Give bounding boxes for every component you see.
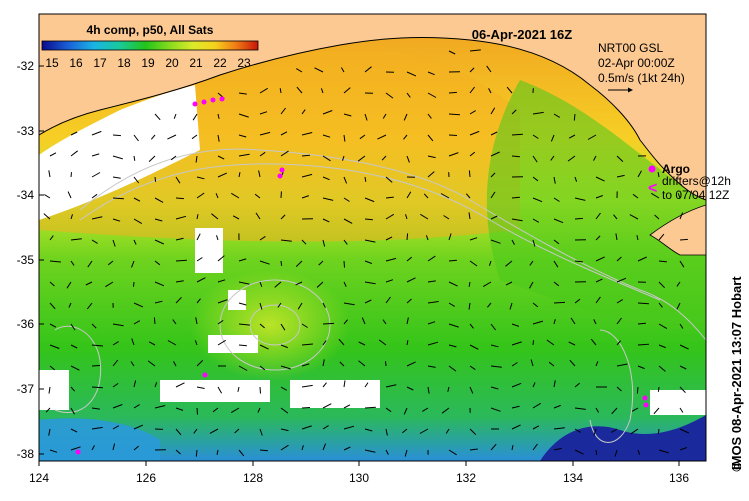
drifter-point — [211, 98, 216, 103]
colorbar — [42, 41, 258, 50]
longitude-axis: 124 126 128 130 132 134 136 — [29, 461, 689, 485]
composite-label: 4h comp, p50, All Sats — [87, 23, 214, 37]
drifter-point — [220, 97, 225, 102]
current-vector-arrow — [260, 387, 261, 394]
current-vector-arrow — [176, 198, 184, 199]
current-vector-arrow — [554, 302, 565, 303]
current-vector-arrow — [575, 218, 583, 219]
current-vector-arrow — [449, 260, 457, 261]
current-vector-arrow — [386, 361, 387, 366]
current-vector-arrow — [680, 239, 688, 240]
colorbar-tick: 15 — [45, 56, 59, 70]
current-vector-arrow — [323, 323, 334, 324]
colorbar-tick: 22 — [213, 56, 227, 70]
lat-tick-label: -33 — [17, 124, 35, 138]
lon-tick-label: 126 — [136, 471, 156, 485]
current-vector-arrow — [574, 114, 575, 121]
drifter-marker-icon: < — [648, 180, 657, 197]
drifter-point — [643, 396, 648, 401]
current-vector-arrow — [239, 345, 247, 346]
current-vector-arrow — [281, 261, 282, 266]
current-vector-arrow — [637, 387, 638, 394]
current-vector-arrow — [113, 135, 121, 136]
current-vector-arrow — [596, 450, 597, 455]
lon-tick-label: 136 — [669, 471, 689, 485]
lat-tick-label: -37 — [17, 382, 35, 396]
lat-tick-label: -32 — [17, 59, 35, 73]
current-vector-arrow — [658, 387, 659, 392]
current-vector-arrow — [365, 407, 376, 408]
drifters-time: to 07/04 12Z — [662, 188, 729, 202]
lon-tick-label: 130 — [349, 471, 369, 485]
date-label: 06-Apr-2021 16Z — [472, 27, 572, 42]
lon-tick-label: 128 — [243, 471, 263, 485]
drifter-point — [278, 174, 283, 179]
current-vector-arrow — [92, 366, 100, 367]
lat-tick-label: -36 — [17, 317, 35, 331]
current-vector-arrow — [658, 429, 659, 434]
drifters-label: drifters@12h — [662, 174, 731, 188]
current-vector-arrow — [407, 233, 408, 240]
drifter-point — [193, 102, 198, 107]
current-vector-arrow — [197, 408, 198, 415]
argo-marker-icon — [649, 166, 656, 173]
colorbar-tick: 21 — [189, 56, 203, 70]
drifter-point — [202, 100, 207, 105]
lon-tick-label: 132 — [456, 471, 476, 485]
current-vector-arrow — [196, 450, 197, 457]
current-vector-arrow — [176, 260, 187, 261]
lat-tick-label: -35 — [17, 253, 35, 267]
current-vector-arrow — [449, 92, 457, 93]
current-vector-arrow — [512, 156, 520, 157]
colorbar-tick: 18 — [117, 56, 131, 70]
lat-tick-label: -38 — [17, 447, 35, 461]
colorbar-tick: 17 — [93, 56, 107, 70]
colorbar-tick: 20 — [165, 56, 179, 70]
current-vector-arrow — [302, 408, 310, 409]
current-vector-arrow — [260, 450, 268, 451]
warm-eddy — [190, 270, 350, 380]
colorbar-tick: 16 — [69, 56, 83, 70]
lon-tick-label: 134 — [563, 471, 583, 485]
colorbar-tick: 23 — [237, 56, 251, 70]
current-vector-arrow — [113, 198, 124, 199]
current-vector-arrow — [154, 317, 155, 324]
currents-source: NRT00 GSL — [598, 41, 663, 55]
lat-tick-label: -34 — [17, 188, 35, 202]
current-vector-arrow — [638, 344, 649, 345]
current-vector-arrow — [155, 177, 156, 182]
current-vector-arrow — [134, 282, 135, 287]
copyright-symbol: © — [729, 462, 744, 472]
current-vector-arrow — [533, 340, 534, 345]
drifter-point — [203, 373, 208, 378]
colorbar-ticks: 15 16 17 18 19 20 21 22 23 — [45, 56, 251, 70]
current-vector-arrow — [469, 170, 470, 177]
current-vector-arrow — [638, 303, 649, 304]
lon-tick-label: 124 — [29, 471, 49, 485]
current-vector-arrow — [344, 261, 345, 268]
current-vector-arrow — [92, 387, 103, 388]
currents-scale: 0.5m/s (1kt 24h) — [598, 71, 685, 85]
credit-text: IMOS 08-Apr-2021 13:07 Hobart — [729, 276, 744, 470]
current-vector-arrow — [638, 323, 646, 324]
colorbar-tick: 19 — [141, 56, 155, 70]
drifter-point — [280, 168, 285, 173]
drifter-point — [76, 450, 81, 455]
current-vector-arrow — [71, 172, 72, 177]
drifter-point — [644, 403, 649, 408]
current-vector-arrow — [449, 135, 457, 136]
currents-time: 02-Apr 00:00Z — [598, 56, 675, 70]
